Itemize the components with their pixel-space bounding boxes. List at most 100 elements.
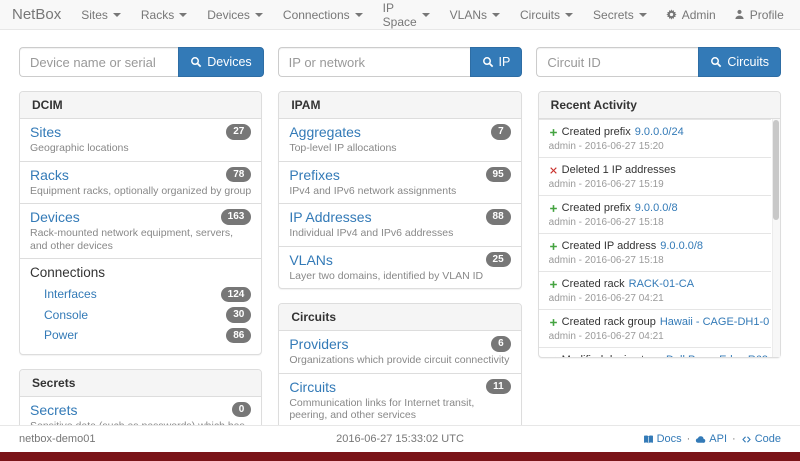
circuit-search-button-label: Circuits bbox=[727, 55, 770, 69]
pencil-icon bbox=[549, 356, 558, 357]
activity-object-link[interactable]: 9.0.0.0/8 bbox=[634, 202, 678, 214]
footer-link-api[interactable]: API bbox=[695, 433, 727, 445]
scrollbar-thumb[interactable] bbox=[772, 120, 779, 220]
connection-row-console: Console 30 bbox=[30, 305, 252, 326]
activity-item: Created rack group Hawaii - CAGE-DH1-01 … bbox=[538, 309, 771, 347]
power-link[interactable]: Power bbox=[44, 328, 79, 343]
device-search-input[interactable] bbox=[19, 47, 179, 77]
sites-description: Geographic locations bbox=[30, 142, 129, 154]
nav-item-racks[interactable]: Racks bbox=[131, 0, 197, 29]
footer-link-label: API bbox=[709, 433, 728, 445]
racks-link[interactable]: Racks bbox=[30, 166, 69, 183]
nav-item-label: Circuits bbox=[520, 7, 561, 22]
footer-link-code[interactable]: Code bbox=[741, 433, 781, 445]
connection-row-interfaces: Interfaces 124 bbox=[30, 284, 252, 305]
interfaces-link[interactable]: Interfaces bbox=[44, 287, 97, 302]
footer-links: Docs · API · Code bbox=[643, 433, 781, 445]
ipam-panel: IPAM Aggregates 7 Top-level IP allocatio… bbox=[278, 91, 522, 289]
activity-list: Created prefix 9.0.0.0/24 admin - 2016-0… bbox=[538, 119, 780, 357]
separator: · bbox=[686, 433, 691, 445]
nav-item-ip-space[interactable]: IP Space bbox=[373, 0, 440, 29]
nav-item-secrets[interactable]: Secrets bbox=[583, 0, 657, 29]
activity-meta: admin - 2016-06-27 15:18 bbox=[548, 255, 664, 266]
activity-object-link[interactable]: Dell PowerEdge R630 bbox=[666, 353, 769, 357]
caret-down-icon bbox=[112, 12, 121, 17]
ipam-item-aggregates: Aggregates 7 Top-level IP allocations bbox=[279, 119, 520, 161]
nav-item-connections[interactable]: Connections bbox=[273, 0, 373, 29]
activity-item: Deleted 1 IP addresses admin - 2016-06-2… bbox=[538, 157, 771, 195]
prefixes-link[interactable]: Prefixes bbox=[289, 166, 340, 183]
search-icon bbox=[482, 56, 494, 68]
circuit-search-button[interactable]: Circuits bbox=[698, 47, 782, 77]
interfaces-count-badge: 124 bbox=[220, 286, 252, 302]
vlans-count-badge: 25 bbox=[485, 251, 511, 268]
circuit-search-input[interactable] bbox=[536, 47, 699, 77]
device-search-button[interactable]: Devices bbox=[178, 47, 264, 77]
circuits-link[interactable]: Circuits bbox=[289, 378, 336, 395]
ipam-item-vlans: VLANs 25 Layer two domains, identified b… bbox=[279, 245, 521, 289]
activity-item: Created IP address 9.0.0.0/8 admin - 201… bbox=[538, 233, 771, 271]
activity-action: Modified device type bbox=[562, 353, 662, 357]
activity-action: Created rack bbox=[561, 278, 625, 290]
activity-action: Deleted 1 IP addresses bbox=[561, 164, 676, 176]
connections-title: Connections bbox=[30, 265, 106, 280]
activity-meta: admin - 2016-06-27 15:20 bbox=[548, 141, 664, 152]
activity-object-link[interactable]: Hawaii - CAGE-DH1-01 bbox=[659, 316, 769, 328]
connection-row-power: Power 86 bbox=[30, 325, 252, 346]
nav-menu: Sites Racks Devices Connections IP Space… bbox=[71, 0, 657, 29]
brand[interactable]: NetBox bbox=[12, 6, 62, 23]
activity-action: Created IP address bbox=[561, 240, 657, 252]
console-link[interactable]: Console bbox=[44, 307, 89, 322]
ip-search-group: IP bbox=[277, 47, 523, 77]
aggregates-link[interactable]: Aggregates bbox=[289, 124, 361, 140]
ip-search-input[interactable] bbox=[277, 47, 470, 77]
activity-item: Created prefix 9.0.0.0/8 admin - 2016-06… bbox=[538, 195, 771, 233]
nav-item-label: Racks bbox=[140, 7, 175, 22]
activity-item: Created prefix 9.0.0.0/24 admin - 2016-0… bbox=[538, 119, 771, 157]
vlans-link[interactable]: VLANs bbox=[289, 251, 333, 268]
providers-description: Organizations which provide circuit conn… bbox=[289, 354, 510, 366]
nav-item-label: Devices bbox=[207, 7, 250, 22]
ip-search-button[interactable]: IP bbox=[469, 47, 523, 77]
ip-addresses-link[interactable]: IP Addresses bbox=[289, 209, 372, 225]
nav-item-devices[interactable]: Devices bbox=[197, 0, 273, 29]
nav-item-sites[interactable]: Sites bbox=[71, 0, 131, 29]
user-icon bbox=[734, 9, 745, 20]
plus-icon bbox=[549, 242, 558, 251]
device-search-group: Devices bbox=[19, 47, 264, 77]
footer-link-label: Docs bbox=[656, 433, 682, 445]
nav-item-profile[interactable]: Profile bbox=[725, 0, 793, 29]
activity-object-link[interactable]: 9.0.0.0/24 bbox=[634, 126, 684, 138]
devices-description: Rack-mounted network equipment, servers,… bbox=[30, 227, 234, 252]
secrets-link[interactable]: Secrets bbox=[30, 401, 78, 418]
ipam-panel-heading: IPAM bbox=[279, 92, 521, 119]
activity-item: Modified device type Dell PowerEdge R630… bbox=[538, 347, 771, 357]
circuits-panel-heading: Circuits bbox=[279, 304, 521, 331]
activity-object-link[interactable]: RACK-01-CA bbox=[628, 278, 695, 290]
caret-down-icon bbox=[638, 12, 647, 17]
nav-item-label: Admin bbox=[681, 7, 716, 22]
nav-item-log-out[interactable]: Log out bbox=[793, 0, 800, 29]
activity-object-link[interactable]: 9.0.0.0/8 bbox=[660, 240, 704, 252]
racks-count-badge: 78 bbox=[226, 166, 252, 183]
ip-addresses-description: Individual IPv4 and IPv6 addresses bbox=[289, 227, 454, 239]
dcim-panel: DCIM Sites 27 Geographic locations Racks… bbox=[19, 91, 263, 355]
sites-link[interactable]: Sites bbox=[30, 124, 62, 140]
providers-link[interactable]: Providers bbox=[289, 336, 349, 352]
providers-count-badge: 6 bbox=[491, 336, 511, 352]
nav-item-admin[interactable]: Admin bbox=[657, 0, 725, 29]
column-right: Recent Activity Created prefix 9.0.0.0/2… bbox=[537, 91, 781, 372]
nav-item-circuits[interactable]: Circuits bbox=[510, 0, 583, 29]
footer-hostname: netbox-demo01 bbox=[19, 433, 96, 445]
activity-item: Created rack RACK-01-CA admin - 2016-06-… bbox=[538, 271, 771, 309]
circuits-count-badge: 11 bbox=[486, 378, 511, 395]
nav-item-label: Profile bbox=[749, 7, 784, 22]
devices-link[interactable]: Devices bbox=[30, 209, 80, 225]
footer-link-docs[interactable]: Docs bbox=[643, 433, 682, 445]
dcim-item-racks: Racks 78 Equipment racks, optionally org… bbox=[20, 160, 262, 204]
activity-meta: admin - 2016-06-27 04:21 bbox=[548, 331, 664, 342]
nav-item-vlans[interactable]: VLANs bbox=[440, 0, 510, 29]
column-left: DCIM Sites 27 Geographic locations Racks… bbox=[19, 91, 263, 461]
activity-scrollbar[interactable] bbox=[771, 119, 780, 357]
caret-down-icon bbox=[492, 12, 501, 17]
